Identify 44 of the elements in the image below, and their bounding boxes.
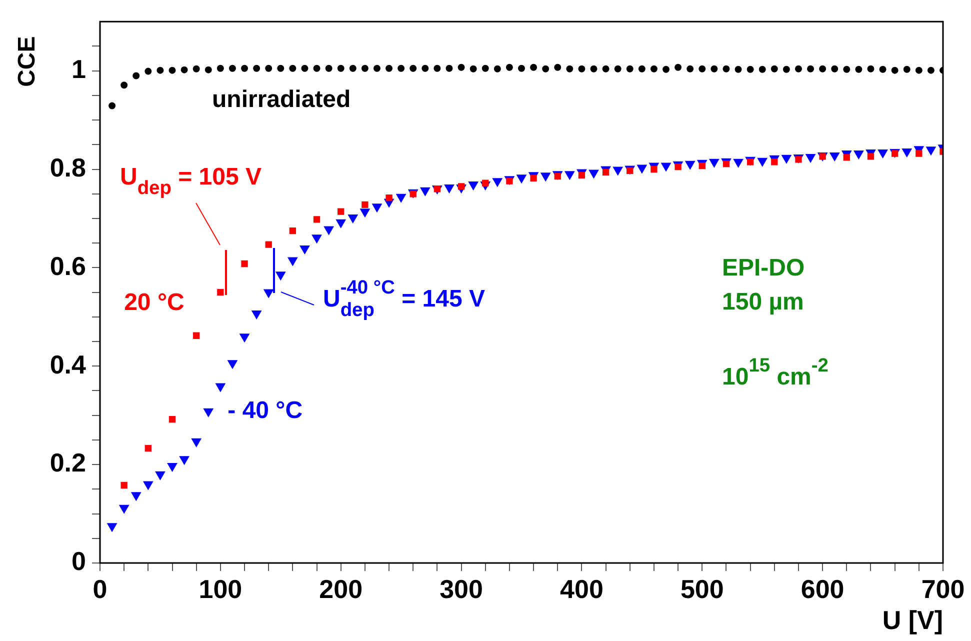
y-tick-label: 0.2 [50, 448, 86, 478]
y-tick-label: 0.8 [50, 152, 86, 182]
point [168, 416, 176, 423]
point [313, 216, 320, 223]
point [458, 183, 465, 190]
point [843, 154, 850, 161]
x-tick-label: 600 [800, 574, 844, 604]
point [698, 162, 706, 170]
point [120, 482, 128, 489]
point [217, 288, 224, 296]
point [602, 168, 610, 176]
x-tick-label: 200 [319, 574, 363, 604]
point [916, 150, 922, 157]
y-tick-label: 0.4 [50, 349, 87, 380]
point [530, 174, 537, 182]
point [362, 201, 368, 208]
point [144, 444, 152, 452]
x-tick-label: 400 [560, 574, 604, 604]
annotation: EPI-DO [722, 254, 805, 282]
x-tick-label: 700 [921, 574, 965, 604]
point [578, 172, 586, 178]
point [386, 194, 392, 202]
x-tick-label: 300 [440, 574, 483, 604]
point [338, 208, 344, 215]
y-tick-label: 1 [72, 54, 86, 84]
y-tick-label: 0 [72, 546, 86, 576]
x-tick-label: 0 [92, 574, 108, 604]
point [193, 332, 200, 339]
y-tick-label: 0.6 [50, 250, 86, 281]
series-label: - 40 °C [228, 397, 303, 424]
point [722, 160, 730, 168]
point [867, 153, 874, 160]
x-tick-label: 100 [198, 574, 242, 604]
series-label: 20 °C [124, 289, 184, 316]
point [241, 260, 248, 268]
point [289, 227, 296, 234]
series-label: unirradiated [212, 86, 351, 113]
point [265, 241, 272, 248]
y-axis-title: CCE [14, 36, 41, 87]
x-tick-label: 500 [680, 574, 724, 604]
point [771, 158, 778, 166]
annotation: 150 µm [722, 288, 804, 316]
x-axis-title: U [V] [882, 605, 943, 636]
point [650, 166, 658, 173]
